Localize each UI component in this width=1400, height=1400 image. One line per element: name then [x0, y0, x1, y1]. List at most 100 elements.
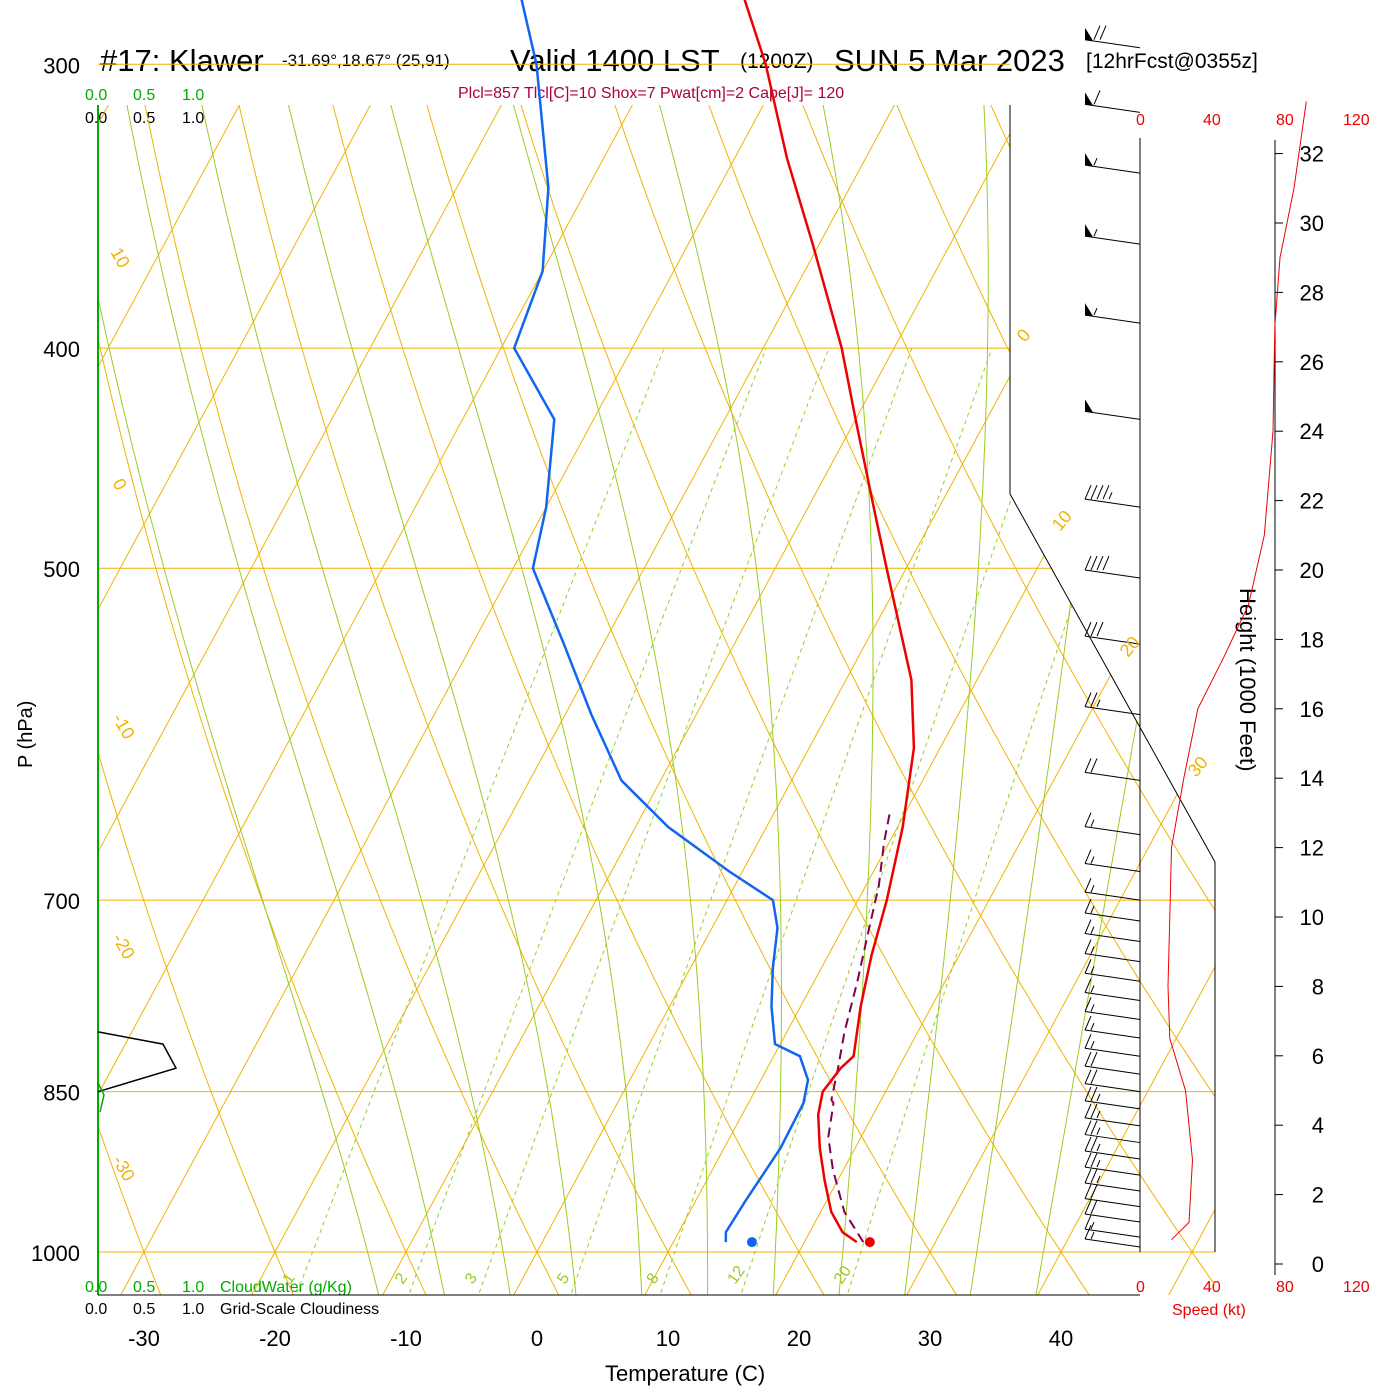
wind-barb-shaft: [1084, 972, 1141, 982]
cl-tick-top: 0.5: [133, 110, 155, 127]
pressure-tick-label: 700: [43, 889, 80, 914]
dry-adiabat: [970, 105, 1215, 1295]
mixing-ratio-line: [738, 347, 1065, 1295]
wind-barb-shaft: [1084, 992, 1141, 1002]
wind-barb-pennant: [1085, 92, 1093, 106]
wind-barb-flag: [1090, 1152, 1098, 1168]
dry-adiabat: [795, 105, 1215, 1295]
dry-adiabat: [360, 105, 961, 1295]
wind-barb-flag: [1084, 1086, 1092, 1102]
wind-barb-half: [1090, 856, 1095, 864]
wind-tick-top: 80: [1276, 112, 1294, 129]
pressure-tick-label: 850: [43, 1081, 80, 1106]
height-tick-label: 0: [1312, 1252, 1324, 1277]
wind-barb-pennant: [1085, 399, 1093, 413]
valid-date: SUN 5 Mar 2023: [834, 43, 1065, 78]
wind-barb-flag: [1090, 692, 1098, 707]
height-tick-label: 26: [1300, 350, 1324, 375]
wind-barb-flag: [1084, 1224, 1092, 1240]
wind-barb-shaft: [1084, 863, 1141, 873]
isotherm-line: [510, 105, 1215, 1295]
cw-tick-top: 0.5: [133, 87, 155, 104]
wind-barb-half: [1096, 1159, 1101, 1168]
wind-barb-flag: [1090, 1069, 1098, 1084]
cl-tick-bottom: 0.0: [85, 1301, 107, 1318]
wind-barb-flag: [1084, 849, 1092, 864]
wind-barb-shaft: [1084, 103, 1141, 113]
dry-adiabat: [708, 105, 1215, 1295]
dry-adiabat: [621, 105, 1215, 1295]
wind-barb-half: [1090, 884, 1095, 893]
temperature-tick-label: 40: [1049, 1326, 1073, 1351]
isotherm-line: [98, 105, 797, 1295]
height-tick-label: 2: [1312, 1183, 1324, 1208]
cl-tick-top: 1.0: [182, 110, 204, 127]
wind-barb-flag: [1090, 1086, 1098, 1102]
wind-barb-half: [1096, 1110, 1101, 1119]
mixing-ratio-label: 3: [462, 1270, 481, 1287]
dry-adiabat: [1057, 105, 1215, 1295]
wind-barb-half: [1090, 1221, 1095, 1230]
wind-barb: [1084, 1086, 1141, 1110]
wind-barb-shaft: [1084, 912, 1141, 922]
wind-barb-flag: [1090, 555, 1098, 571]
wind-tick-top: 0: [1136, 112, 1145, 129]
wind-barb-flag: [1084, 1051, 1092, 1067]
wind-barb: [1084, 692, 1141, 716]
wind-barb-shaft: [1084, 1228, 1141, 1238]
isotherm-line: [641, 105, 1215, 1295]
isotherm-line: [0, 0, 10, 1300]
wind-barb: [1084, 877, 1141, 901]
cw-tick-top: 0.0: [85, 87, 107, 104]
wind-barb-flag: [1084, 1168, 1092, 1184]
wind-barb-pennant: [1085, 153, 1093, 167]
wind-barb-flag: [1096, 621, 1104, 637]
wind-barb-half: [1093, 307, 1098, 316]
plot-boundary: [1009, 105, 1216, 1252]
dry-adiabat: [534, 105, 1215, 1295]
wind-barb: [1084, 758, 1141, 781]
wind-barb-flag: [1084, 555, 1092, 571]
isotherm-line: [98, 105, 666, 1295]
temperature-tick-label: 10: [656, 1326, 680, 1351]
cl-tick-bottom: 0.5: [133, 1301, 155, 1318]
wind-barb-shaft: [1084, 314, 1141, 324]
wind-barb-shaft: [1084, 1182, 1141, 1192]
wind-barb: [1084, 1103, 1141, 1127]
wind-barb-flag: [1090, 1136, 1098, 1152]
moist-adiabat: [445, 105, 709, 1295]
wind-barb-half: [1090, 985, 1095, 993]
wind-barb: [1084, 919, 1141, 943]
wind-barb-half: [1093, 228, 1098, 237]
wind-barb-flag: [1084, 1152, 1092, 1168]
wind-barb-flag: [1084, 1120, 1092, 1135]
isotherm-line: [379, 105, 1190, 1295]
wind-barb-half: [1090, 1022, 1095, 1031]
wind-barb: [1084, 959, 1141, 982]
wind-barb-shaft: [1084, 1047, 1141, 1057]
isotherm-label: 10: [107, 244, 134, 271]
wind-barb-flag: [1084, 997, 1092, 1012]
wind-barb-half: [1093, 157, 1098, 166]
wind-barb: [1084, 1069, 1141, 1093]
wind-barb-flag: [1084, 939, 1092, 954]
mixing-ratio-line: [476, 347, 830, 1295]
grid-clip-group: [0, 0, 1215, 1300]
moist-adiabat: [233, 105, 577, 1295]
isotherm-line: [1165, 105, 1215, 1295]
wind-barb: [1084, 1120, 1141, 1144]
wind-tick-top: 40: [1203, 112, 1221, 129]
isotherm-label: -20: [109, 930, 139, 963]
dry-adiabat: [272, 105, 828, 1295]
wind-barb-shaft: [1084, 1238, 1141, 1248]
wind-barb-shaft: [1084, 891, 1141, 901]
wind-barb-half: [1090, 1004, 1095, 1012]
temperature-tick-label: 30: [918, 1326, 942, 1351]
x-axis-title: Temperature (C): [605, 1361, 765, 1386]
dry-adiabat: [98, 105, 429, 1295]
height-tick-label: 30: [1300, 211, 1324, 236]
dry-adiabat: [447, 105, 1094, 1295]
isotherm-label: 10: [1048, 506, 1076, 534]
mixing-ratio-label: 5: [554, 1270, 573, 1287]
wind-barb-half: [1096, 1175, 1101, 1184]
